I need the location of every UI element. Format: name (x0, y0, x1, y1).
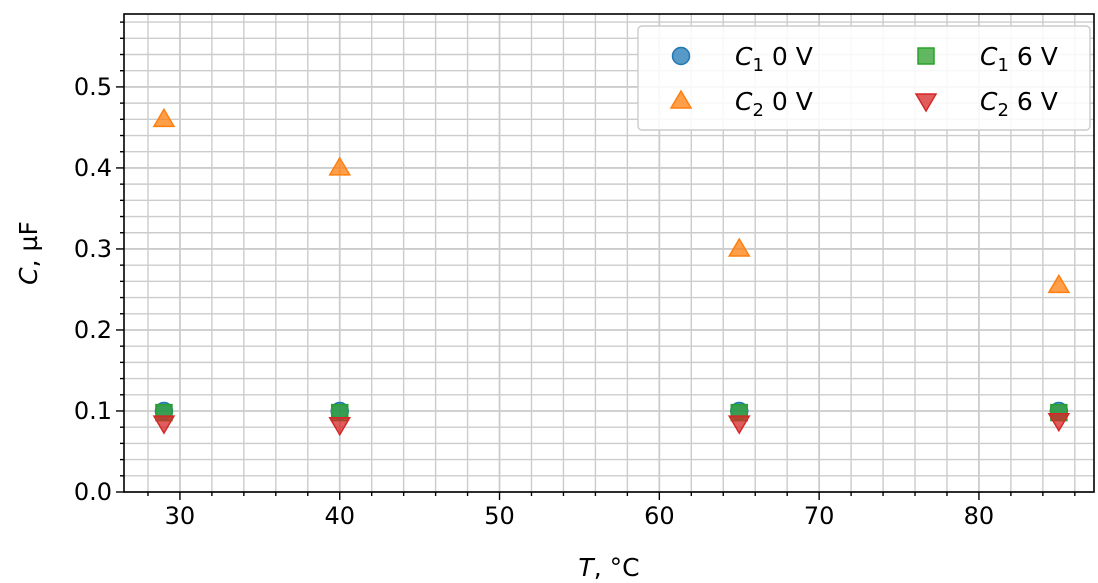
data-point (328, 156, 352, 176)
x-tick-label: 30 (165, 502, 196, 530)
data-point (1047, 273, 1071, 294)
x-tick-label: 60 (644, 502, 675, 530)
legend-label: C1 6 V (980, 42, 1058, 76)
plot-frame (123, 13, 1095, 493)
legend-label: C2 6 V (980, 87, 1058, 121)
legend-entry: C1 0 V (671, 42, 813, 76)
legend-entry: C1 6 V (917, 42, 1058, 76)
y-axis-label: C, µF (14, 221, 43, 285)
legend-label: C2 0 V (735, 87, 813, 121)
x-axis-label: T, °C (578, 553, 639, 582)
legend-marker (671, 46, 691, 66)
data-point (727, 237, 751, 257)
series-c2-6-v (152, 412, 1071, 437)
x-tick-label: 40 (324, 502, 355, 530)
legend-entry: C2 6 V (914, 87, 1058, 121)
legend-marker (914, 93, 938, 113)
legend-label: C1 0 V (735, 42, 813, 76)
series-c2-0-v (152, 107, 1071, 294)
y-tick-label: 0.1 (74, 397, 112, 425)
legend-marker (917, 47, 935, 65)
data-point (152, 107, 176, 128)
legend: C1 0 V C2 0 V C1 6 V C2 6 V (637, 25, 1091, 131)
y-tick-label: 0.0 (74, 478, 112, 506)
axis-ticks: 30 40 50 60 70 80 0.0 0.1 0.2 0.3 0.4 0.5 (74, 21, 1076, 530)
data-point (328, 417, 352, 437)
y-tick-label: 0.3 (74, 235, 112, 263)
x-tick-label: 80 (964, 502, 995, 530)
data-point (727, 415, 751, 435)
data-markers (152, 107, 1071, 437)
y-tick-label: 0.5 (74, 73, 112, 101)
grid (124, 14, 1094, 493)
legend-marker (669, 89, 693, 109)
y-tick-label: 0.2 (74, 316, 112, 344)
data-point (1047, 412, 1071, 433)
data-point (152, 415, 176, 435)
legend-box (637, 25, 1091, 131)
x-tick-label: 70 (804, 502, 835, 530)
x-tick-label: 50 (484, 502, 515, 530)
y-tick-label: 0.4 (74, 154, 112, 182)
legend-entry: C2 0 V (669, 87, 813, 121)
